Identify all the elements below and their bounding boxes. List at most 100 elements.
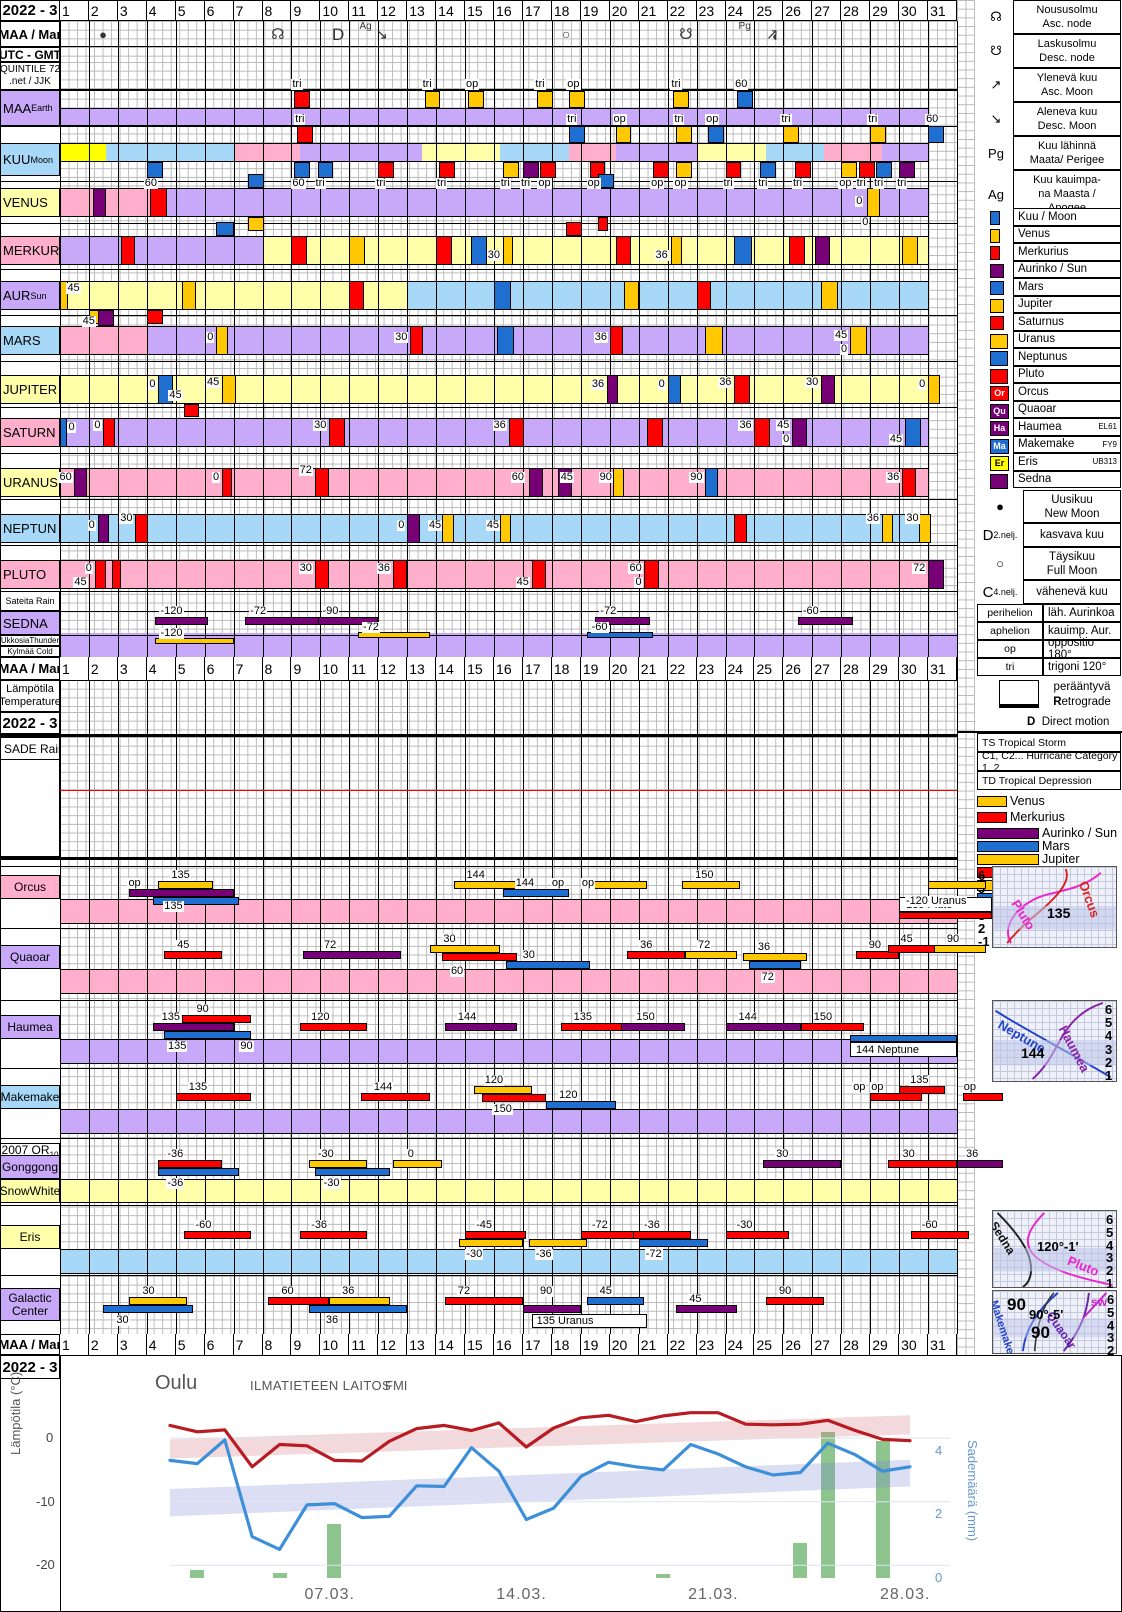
legend-swatch-10: Or — [990, 386, 1009, 401]
aspect-aur-230 — [696, 281, 712, 310]
earth-marker-label-2: op — [464, 78, 480, 90]
day-header-mid-7: 7 — [233, 657, 263, 680]
eris-bar-7-label: -36 — [642, 1219, 661, 1231]
legend-gutter — [957, 0, 975, 1355]
orcus-bar-2 — [129, 889, 234, 897]
gong-bar-1 — [158, 1160, 223, 1168]
legend-body-14: Eris UB313 — [1013, 453, 1121, 471]
moon-lower-16 — [875, 162, 892, 178]
moon-upper-3 — [676, 126, 693, 143]
day-header-bottom-31: 31 — [928, 1334, 957, 1355]
quaoar-bar-2 — [303, 951, 402, 959]
quaoar-bar-9-label: 72 — [760, 971, 775, 983]
band-venus-0 — [60, 188, 156, 217]
moon-upper-4 — [708, 126, 725, 143]
glyph-apogee-label: Ag — [359, 21, 372, 32]
earth-marker-0 — [294, 91, 311, 108]
neptune-haumea-plot: Neptune Haumea 144 — [992, 1000, 1117, 1082]
day-header-mid-26: 26 — [783, 657, 813, 680]
sedna-lower-label-2: -60 — [590, 621, 609, 633]
day-header-22: 22 — [667, 0, 697, 21]
legend-term-key-3: tri — [977, 658, 1043, 676]
moon-lower-1 — [294, 162, 311, 178]
weather-ytick-left-0: 0 — [46, 1430, 54, 1446]
weather-year-label: 2022 - 3 — [0, 1355, 60, 1379]
eris-bar-9-label: -30 — [735, 1219, 754, 1231]
eris-bar-7 — [632, 1231, 691, 1239]
aspect-merkur-262 — [789, 236, 806, 265]
gc-bar-8-label: 45 — [598, 1285, 613, 1297]
row-label-maa-mar-mid: MAA / Mar — [0, 657, 60, 680]
row-label-aur: AUR Sun — [0, 281, 60, 310]
legend-text-1: Laskusolmu Desc. node — [1013, 34, 1121, 68]
mars-label-0a: 0 — [206, 331, 215, 343]
moon-upper-label-4: op — [705, 113, 720, 125]
day-header-18: 18 — [551, 0, 581, 21]
row-label-quaoar: Quaoar — [0, 945, 60, 969]
mars-label-36: 36 — [593, 331, 609, 343]
row-label-saturn: SATURN — [0, 418, 60, 447]
nep-30b: 30 — [905, 512, 920, 524]
day-header-mid-19: 19 — [580, 657, 610, 680]
makemake-quaoar-plot-axis-tick-2: 4 — [1107, 1317, 1115, 1333]
gong-bar-7-label: 30 — [901, 1148, 916, 1160]
weather-xtick-2: 21.03. — [688, 1586, 739, 1603]
orcus-pluto-redbar — [899, 912, 992, 919]
sat-30: 30 — [313, 419, 328, 431]
day-header-12: 12 — [378, 0, 408, 21]
day-header-bottom-10: 10 — [320, 1334, 350, 1355]
quaoar-bar-7-label: 72 — [697, 939, 712, 951]
day-header-21: 21 — [638, 0, 668, 21]
aspect-aur-160 — [494, 281, 512, 310]
makemake-quaoar-plot-axis-tick-3: 3 — [1107, 1330, 1115, 1346]
tno-sep-3 — [0, 1000, 957, 1001]
row-label-sateita: Sateita Rain — [0, 591, 60, 611]
sedna-pluto-plot-axis-tick-0: 6 — [1106, 1212, 1114, 1227]
moon-lower-9 — [653, 162, 670, 178]
makemake-bar-4-label: 150 — [492, 1103, 513, 1115]
nep-30: 30 — [119, 512, 134, 524]
row-label-orcus: Orcus — [0, 875, 60, 899]
temperature-label: Lämpötila Temperature — [0, 680, 60, 712]
quaoar-bar-5 — [505, 961, 590, 969]
haumea-neptune-box — [849, 1042, 957, 1057]
makemake-quaoar-plot: Makemake Quaoar sw 90 90°-5' 90 — [992, 1290, 1117, 1354]
day-header-mid-20: 20 — [609, 657, 639, 680]
earth-marker-label-4: op — [566, 78, 581, 90]
makemake-bar-6 — [870, 1093, 923, 1101]
neptune-haumea-plot-label-144: 144 — [1021, 1045, 1045, 1061]
band-moon-2 — [106, 143, 234, 162]
gc-bar-3-label: 60 — [280, 1285, 295, 1297]
aspect-venus-289 — [867, 188, 881, 217]
neptune-haumea-plot-axis-tick-3: 3 — [1105, 1041, 1113, 1057]
ura-90b: 90 — [689, 471, 704, 483]
neptune-haumea-plot-axis-tick-0: 6 — [1105, 1002, 1113, 1017]
day-header-bottom-20: 20 — [609, 1334, 639, 1355]
quaoar-bar-8-label: 36 — [756, 941, 772, 953]
quaoar-bar-6-label: 36 — [639, 939, 654, 951]
moon-upper-1 — [569, 126, 586, 143]
sat-0a: 0 — [67, 421, 76, 433]
row-sep-0 — [0, 90, 957, 91]
moon-lower-11 — [725, 162, 742, 178]
legend-barkey-swatch-3 — [977, 841, 1039, 852]
legend-swatch-1 — [990, 228, 1000, 243]
moon-lower-3 — [378, 162, 395, 178]
day-header-8: 8 — [262, 0, 292, 21]
makemake-bar-8 — [962, 1093, 1004, 1101]
weather-provider: ILMATIETEEN LAITOS — [250, 1378, 392, 1393]
temperature-track — [60, 680, 957, 712]
nep-45: 45 — [427, 519, 443, 531]
gc-bar-1 — [129, 1297, 188, 1305]
band-moon-10 — [696, 143, 767, 162]
legend-swatch-2 — [990, 246, 1000, 260]
makemake-bar-1 — [175, 1093, 251, 1101]
glyph-new-moon-icon: ● — [99, 27, 107, 42]
day-header-bottom-19: 19 — [580, 1334, 610, 1355]
legend-swatch-3 — [990, 263, 1004, 278]
legend-body-5: Jupiter — [1013, 295, 1121, 313]
moon-upper-label-2: op — [612, 113, 627, 125]
ura-90: 90 — [598, 471, 613, 483]
aspect-mars-131 — [410, 326, 424, 355]
moon-upper-7 — [928, 126, 944, 143]
